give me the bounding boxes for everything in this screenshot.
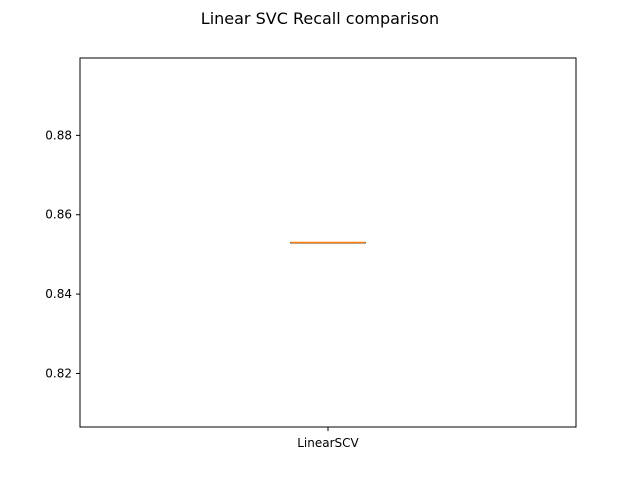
x-tick-label: LinearSCV <box>297 436 359 450</box>
y-tick-label: 0.88 <box>45 128 72 142</box>
chart-title: Linear SVC Recall comparison <box>201 9 439 28</box>
y-tick-label: 0.86 <box>45 208 72 222</box>
y-tick-label: 0.82 <box>45 366 72 380</box>
y-tick-label: 0.84 <box>45 287 72 301</box>
plot-area: 0.82 0.84 0.86 0.88 LinearSCV <box>45 57 577 450</box>
